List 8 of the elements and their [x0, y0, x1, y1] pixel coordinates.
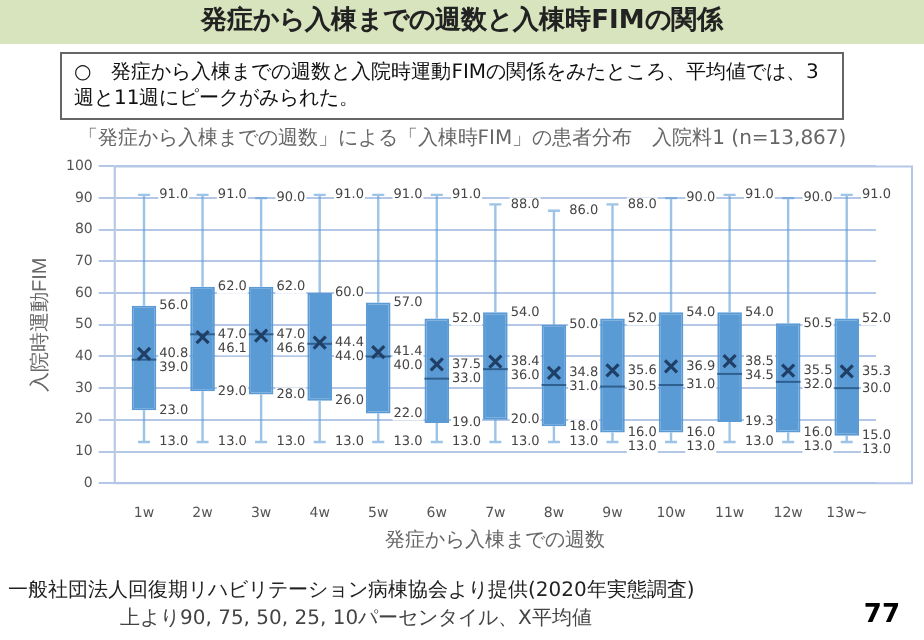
x-axis-title: 発症から入棟までの週数: [385, 527, 606, 552]
text: 「発症から入棟までの週数」による「入棟時FIM」の患者分布 入院料1 (n=13,867): [75, 126, 849, 152]
text: 上より90, 75, 50, 25, 10パーセンタイル、X平均値: [120, 605, 592, 632]
chart-subtitle: ○ 発症から入棟までの週数と入院時運動FIMの関係をみたところ、平均値では、3週と11週にピークがみられた。: [60, 52, 844, 120]
text: 77: [863, 600, 900, 630]
y-axis-title: 入院時運動FIM: [27, 257, 52, 393]
chart-title: 発症から入棟までの週数と入棟時FIMの関係: [0, 0, 924, 44]
text: 一般社団法人回復期リハビリテーション病棟協会より提供(2020年実態調査): [8, 577, 695, 604]
